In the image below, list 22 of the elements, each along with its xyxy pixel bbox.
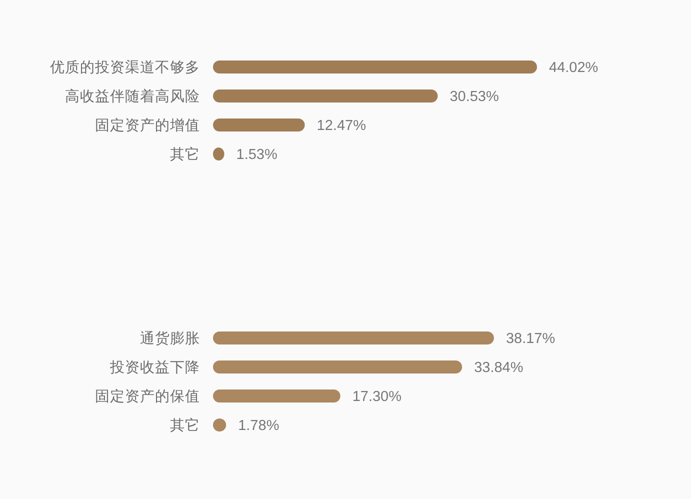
y-tick-label: 固定资产的增值 (95, 117, 200, 134)
data-label: 33.84% (474, 360, 524, 376)
data-label: 38.17% (506, 331, 556, 347)
y-tick-label: 其它 (170, 146, 200, 163)
data-label: 1.78% (238, 418, 280, 434)
bar (213, 90, 438, 102)
y-tick-label: 通货膨胀 (140, 330, 200, 347)
bar (213, 390, 340, 402)
bar (213, 118, 305, 132)
data-label: 1.53% (236, 147, 278, 163)
y-tick-label: 其它 (170, 417, 200, 434)
data-label: 44.02% (549, 60, 598, 76)
y-tick-label: 优质的投资渠道不够多 (50, 59, 200, 76)
bar (213, 360, 462, 374)
bar (213, 60, 537, 74)
data-label: 17.30% (352, 389, 402, 405)
y-tick-label: 投资收益下降 (109, 359, 200, 376)
data-label: 12.47% (316, 118, 366, 134)
data-label: 30.53% (450, 89, 499, 105)
y-tick-label: 高收益伴随着高风险 (65, 88, 200, 105)
y-tick-label: 固定资产的保值 (95, 388, 200, 405)
bar (213, 332, 494, 344)
